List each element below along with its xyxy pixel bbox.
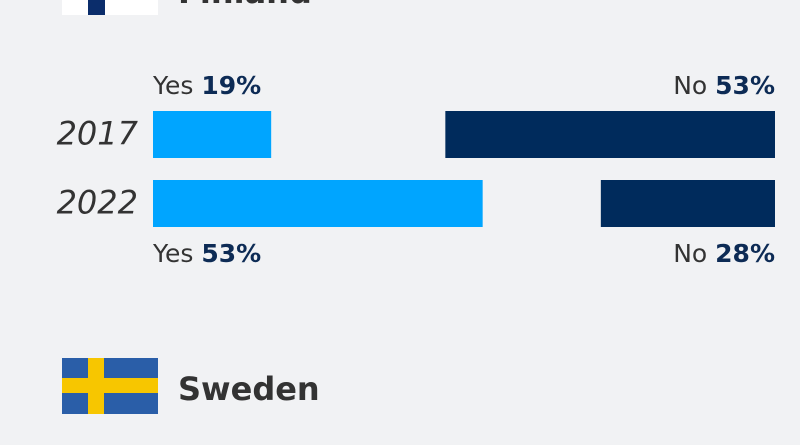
- data-label: No 53%: [673, 71, 775, 100]
- year-label: 2017: [57, 115, 139, 153]
- value-label: 28%: [715, 239, 775, 268]
- series-name: Yes: [152, 239, 193, 268]
- data-label: Yes 19%: [152, 71, 261, 100]
- bar: [445, 111, 775, 158]
- data-label: No 28%: [673, 239, 775, 268]
- series-name: Yes: [152, 71, 193, 100]
- value-label: 53%: [715, 71, 775, 100]
- year-label: 2022: [57, 184, 138, 222]
- bar: [153, 111, 272, 158]
- sweden-flag: [62, 358, 158, 414]
- bar: [600, 180, 775, 227]
- value-label: 53%: [201, 239, 261, 268]
- chart-title: Finland: [178, 0, 312, 11]
- bar: [153, 180, 483, 227]
- section-title: Sweden: [178, 370, 320, 408]
- series-name: No: [673, 71, 707, 100]
- series-name: No: [673, 239, 707, 268]
- finland-flag: [62, 0, 158, 15]
- data-label: Yes 53%: [152, 239, 261, 268]
- value-label: 19%: [201, 71, 261, 100]
